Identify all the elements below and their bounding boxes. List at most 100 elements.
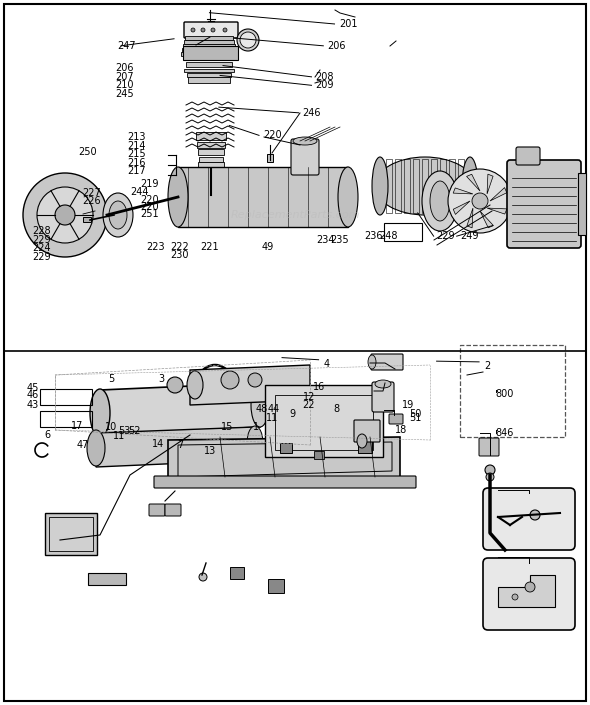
Text: 3: 3 bbox=[158, 374, 164, 384]
Text: 250: 250 bbox=[78, 147, 97, 157]
Ellipse shape bbox=[109, 201, 127, 229]
Text: 247: 247 bbox=[117, 41, 136, 51]
Polygon shape bbox=[168, 437, 400, 483]
Text: 8: 8 bbox=[333, 405, 339, 415]
Text: 228: 228 bbox=[32, 226, 51, 236]
FancyBboxPatch shape bbox=[184, 22, 238, 38]
Text: 18: 18 bbox=[395, 424, 408, 435]
Bar bbox=[178, 167, 348, 227]
Text: 15: 15 bbox=[221, 422, 234, 432]
Bar bbox=[182, 48, 236, 52]
Polygon shape bbox=[453, 201, 470, 214]
Bar bbox=[440, 159, 446, 213]
Bar bbox=[198, 149, 224, 155]
Ellipse shape bbox=[368, 355, 376, 369]
Text: 22: 22 bbox=[303, 400, 315, 410]
Text: 227: 227 bbox=[83, 188, 101, 198]
Circle shape bbox=[211, 28, 215, 32]
Text: 215: 215 bbox=[127, 149, 146, 159]
Circle shape bbox=[448, 169, 512, 233]
Text: 235: 235 bbox=[330, 235, 349, 245]
Circle shape bbox=[195, 380, 205, 390]
Ellipse shape bbox=[87, 430, 105, 466]
Text: 246: 246 bbox=[303, 108, 321, 118]
Text: 11: 11 bbox=[266, 413, 278, 423]
Circle shape bbox=[512, 594, 518, 600]
Circle shape bbox=[530, 510, 540, 520]
Text: 201: 201 bbox=[339, 19, 358, 29]
Text: 220: 220 bbox=[263, 130, 282, 140]
Text: ReplacementParts.com: ReplacementParts.com bbox=[230, 210, 360, 220]
Ellipse shape bbox=[168, 167, 188, 227]
Text: 223: 223 bbox=[146, 242, 165, 252]
Circle shape bbox=[191, 28, 195, 32]
Polygon shape bbox=[453, 188, 473, 194]
Bar bbox=[184, 69, 234, 72]
Text: 7: 7 bbox=[177, 440, 183, 450]
Text: 4: 4 bbox=[323, 359, 329, 369]
Text: 5: 5 bbox=[108, 374, 114, 384]
Polygon shape bbox=[487, 174, 493, 194]
Text: 43: 43 bbox=[27, 400, 39, 410]
Text: 248: 248 bbox=[379, 231, 398, 241]
Bar bbox=[404, 159, 410, 213]
FancyBboxPatch shape bbox=[389, 414, 403, 424]
Text: 245: 245 bbox=[115, 90, 134, 99]
Text: 46: 46 bbox=[27, 390, 39, 400]
FancyBboxPatch shape bbox=[507, 160, 581, 248]
Text: 216: 216 bbox=[127, 158, 145, 168]
Text: 222: 222 bbox=[171, 242, 189, 252]
Bar bbox=[267, 154, 273, 162]
Text: 52: 52 bbox=[128, 426, 140, 436]
Text: 17: 17 bbox=[71, 421, 83, 431]
Bar bbox=[199, 157, 223, 162]
Text: 206: 206 bbox=[115, 63, 133, 73]
Text: 10: 10 bbox=[105, 422, 117, 432]
Text: 229: 229 bbox=[437, 231, 455, 241]
Text: 12: 12 bbox=[303, 392, 315, 402]
Text: 226: 226 bbox=[83, 196, 101, 206]
Circle shape bbox=[167, 377, 183, 393]
FancyBboxPatch shape bbox=[483, 488, 575, 550]
Polygon shape bbox=[498, 575, 555, 607]
Text: 220: 220 bbox=[140, 195, 159, 204]
Text: 44: 44 bbox=[267, 405, 280, 415]
Bar bbox=[280, 443, 292, 453]
Ellipse shape bbox=[430, 181, 450, 221]
Text: 51: 51 bbox=[409, 413, 421, 423]
Bar bbox=[413, 159, 419, 213]
Text: 224: 224 bbox=[32, 243, 51, 253]
Polygon shape bbox=[490, 188, 507, 201]
Text: 50: 50 bbox=[409, 409, 421, 419]
Bar bbox=[275, 395, 373, 450]
Text: 206: 206 bbox=[327, 41, 346, 51]
FancyBboxPatch shape bbox=[479, 438, 499, 456]
Ellipse shape bbox=[293, 137, 317, 145]
Bar bbox=[358, 441, 372, 453]
Bar bbox=[198, 162, 224, 168]
Circle shape bbox=[37, 187, 93, 243]
Ellipse shape bbox=[187, 371, 203, 399]
FancyBboxPatch shape bbox=[165, 504, 181, 516]
FancyBboxPatch shape bbox=[154, 476, 416, 488]
Bar bbox=[395, 159, 401, 213]
Bar bbox=[265, 385, 383, 457]
Bar bbox=[185, 36, 233, 40]
Text: 209: 209 bbox=[316, 80, 334, 90]
Text: 6: 6 bbox=[44, 430, 50, 440]
Bar bbox=[45, 513, 97, 555]
Bar bbox=[49, 517, 93, 551]
Ellipse shape bbox=[240, 32, 256, 48]
Text: 207: 207 bbox=[115, 72, 134, 82]
Bar bbox=[230, 567, 244, 579]
FancyBboxPatch shape bbox=[354, 420, 380, 442]
Text: 217: 217 bbox=[127, 166, 146, 176]
Polygon shape bbox=[96, 427, 255, 467]
Bar bbox=[422, 159, 428, 213]
Text: 846: 846 bbox=[496, 428, 514, 439]
Circle shape bbox=[221, 371, 239, 389]
Bar bbox=[449, 159, 455, 213]
Bar bbox=[83, 217, 91, 222]
Text: 229: 229 bbox=[32, 252, 51, 262]
Circle shape bbox=[199, 573, 207, 581]
